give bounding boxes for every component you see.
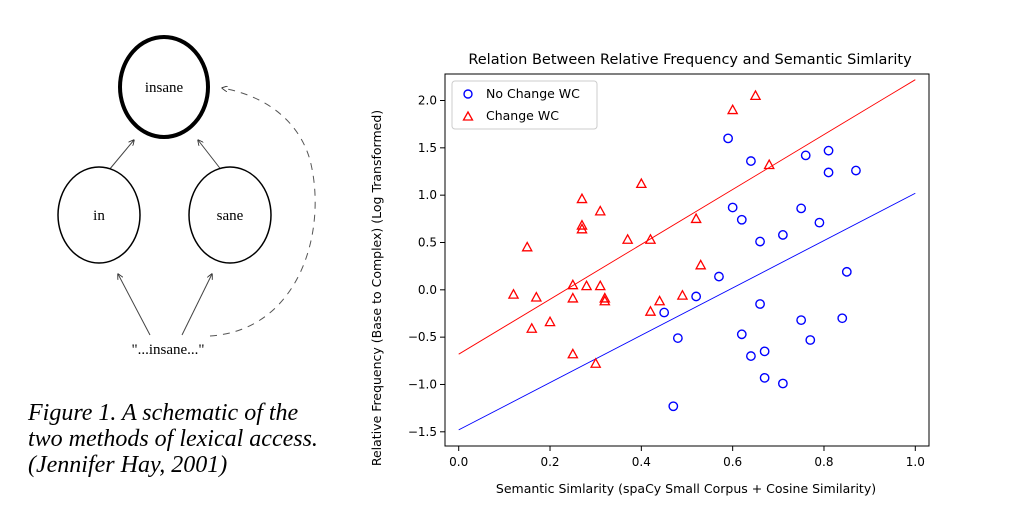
data-points (507, 89, 861, 412)
node-sane: sane (188, 166, 272, 264)
legend-marker-no-change (463, 89, 473, 99)
arrow-word-to-sane (181, 274, 212, 336)
point-change (690, 212, 702, 224)
x-axis-label: Semantic Simlarity (spaCy Small Corpus +… (496, 481, 876, 496)
point-no-change (668, 401, 679, 412)
point-change (644, 305, 657, 316)
point-change (530, 291, 543, 302)
point-no-change (672, 333, 683, 343)
point-no-change (755, 299, 765, 309)
point-change (544, 315, 556, 327)
x-tick-label: 0.4 (632, 455, 651, 469)
point-no-change (837, 313, 848, 324)
point-no-change (800, 150, 811, 161)
point-no-change (777, 378, 788, 389)
node-in-label: in (93, 208, 105, 224)
y-tick-label: 1.0 (418, 188, 437, 202)
y-tick-label: 2.0 (418, 94, 437, 108)
point-no-change (746, 351, 756, 361)
point-no-change (755, 236, 765, 247)
point-change (567, 292, 579, 303)
point-no-change (777, 230, 788, 240)
chart-title: Relation Between Relative Frequency and … (468, 52, 912, 68)
figure-caption: Figure 1. A schematic of the two methods… (28, 400, 318, 478)
plot-area (444, 73, 930, 447)
point-change (576, 219, 588, 230)
fit-line-change (458, 79, 916, 355)
scatter-chart: Relation Between Relative Frequency and … (369, 52, 930, 496)
point-change (521, 241, 533, 252)
point-no-change (746, 156, 756, 166)
node-sane-label: sane (217, 208, 244, 224)
regression-lines (458, 79, 916, 431)
x-tick-label: 0.2 (540, 455, 559, 469)
point-no-change (736, 214, 747, 225)
point-no-change (851, 165, 861, 176)
y-tick-label: 1.5 (418, 141, 437, 155)
y-tick-label: 0.5 (418, 235, 437, 249)
point-change (507, 288, 520, 299)
dashed-direct-route-arrow (209, 88, 316, 337)
fit-line-no-change (458, 192, 916, 431)
point-change (567, 348, 579, 359)
lexical-access-diagram: insane in sane "...insane..." (57, 35, 316, 358)
point-no-change (796, 203, 807, 214)
y-tick-label: 0.0 (418, 283, 437, 297)
point-change (567, 278, 579, 290)
legend-label-change: Change WC (486, 108, 559, 123)
legend-marker-change (462, 110, 474, 121)
point-no-change (823, 145, 834, 156)
x-tick-label: 1.0 (906, 455, 925, 469)
point-change (599, 295, 611, 306)
point-change (695, 259, 707, 270)
x-tick-label: 0.8 (814, 455, 833, 469)
point-no-change (841, 266, 852, 277)
point-change (594, 205, 606, 216)
point-no-change (759, 372, 770, 383)
point-no-change (796, 315, 807, 326)
point-change (621, 233, 634, 244)
point-change (635, 177, 648, 189)
x-tick-label: 0.0 (449, 455, 468, 469)
point-no-change (723, 133, 733, 144)
point-change (644, 233, 657, 244)
y-tick-label: −1.5 (408, 425, 437, 439)
node-insane: insane (118, 35, 210, 139)
point-change (576, 192, 588, 204)
axis-ticks: 0.0 0.2 0.4 0.6 0.8 1.0 −1.5 −1.0 −0.5 0.0 0.5 1.0 1… (408, 94, 925, 469)
arrow-word-to-in (118, 274, 151, 336)
point-change (526, 322, 538, 333)
node-in: in (57, 166, 141, 264)
legend-label-no-change: No Change WC (486, 86, 580, 101)
y-tick-label: −0.5 (408, 330, 437, 344)
node-word-label: "...insane..." (131, 342, 204, 358)
y-tick-label: −1.0 (408, 377, 437, 391)
point-change (676, 289, 689, 300)
legend: No Change WC Change WC (451, 80, 598, 130)
node-insane-label: insane (145, 80, 184, 96)
point-no-change (736, 329, 747, 340)
point-change (653, 295, 666, 306)
x-tick-label: 0.6 (723, 455, 742, 469)
point-change (726, 103, 739, 115)
y-axis-label: Relative Frequency (Base to Complex) (Lo… (369, 110, 384, 466)
point-no-change (823, 167, 834, 178)
point-change (763, 158, 775, 170)
point-no-change (805, 335, 816, 345)
point-change (576, 223, 588, 234)
point-no-change (691, 291, 702, 302)
point-no-change (814, 217, 825, 228)
point-change (749, 89, 762, 101)
point-change (594, 279, 606, 291)
point-change (580, 279, 593, 291)
point-no-change (714, 271, 724, 282)
point-no-change (759, 346, 770, 357)
point-change (599, 292, 611, 303)
point-no-change (727, 202, 738, 213)
point-no-change (659, 307, 670, 318)
point-change (589, 357, 602, 368)
